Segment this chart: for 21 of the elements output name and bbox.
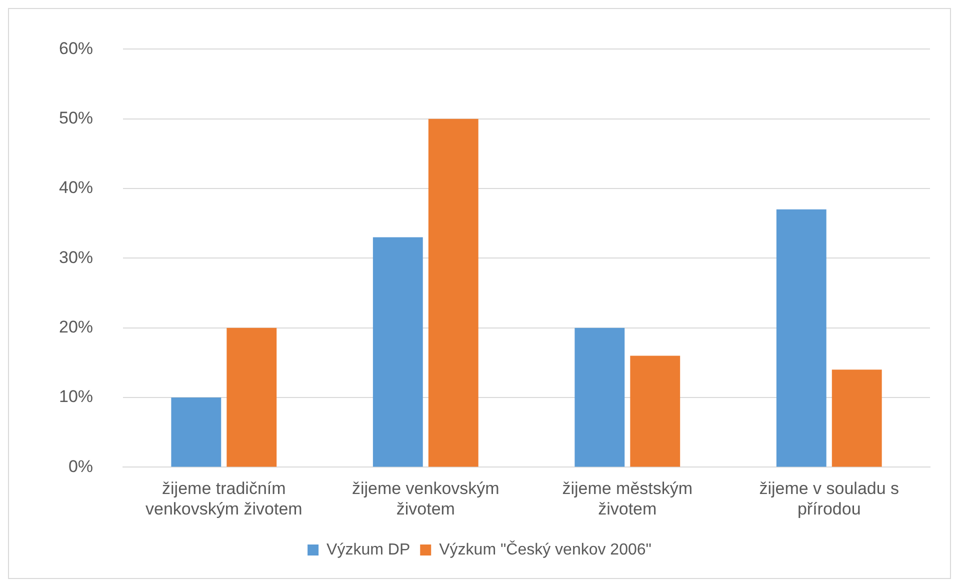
bar <box>574 328 625 467</box>
legend-label: Výzkum "Český venkov 2006" <box>439 540 652 558</box>
x-tick-label: žijeme venkovským životem <box>352 479 500 518</box>
y-tick-label: 60% <box>58 38 94 58</box>
y-tick-label: 30% <box>58 248 94 267</box>
bar <box>372 237 423 467</box>
bar <box>226 328 277 467</box>
y-tick-label: 10% <box>58 387 94 406</box>
x-tick-label: žijeme v souladu s přírodou <box>759 479 900 518</box>
y-tick-label: 0% <box>68 456 94 476</box>
x-tick-label: žijeme městským životem <box>562 479 693 518</box>
y-tick-label: 20% <box>58 318 94 337</box>
bar <box>171 398 222 467</box>
bar <box>832 370 882 467</box>
y-tick-label: 40% <box>58 178 94 198</box>
y-tick-label: 50% <box>58 108 94 128</box>
bar <box>630 356 680 467</box>
x-tick-label: žijeme tradičním venkovským životem <box>145 479 302 518</box>
legend-label: Výzkum DP <box>326 541 410 558</box>
bar <box>428 118 478 467</box>
bar <box>776 209 826 467</box>
